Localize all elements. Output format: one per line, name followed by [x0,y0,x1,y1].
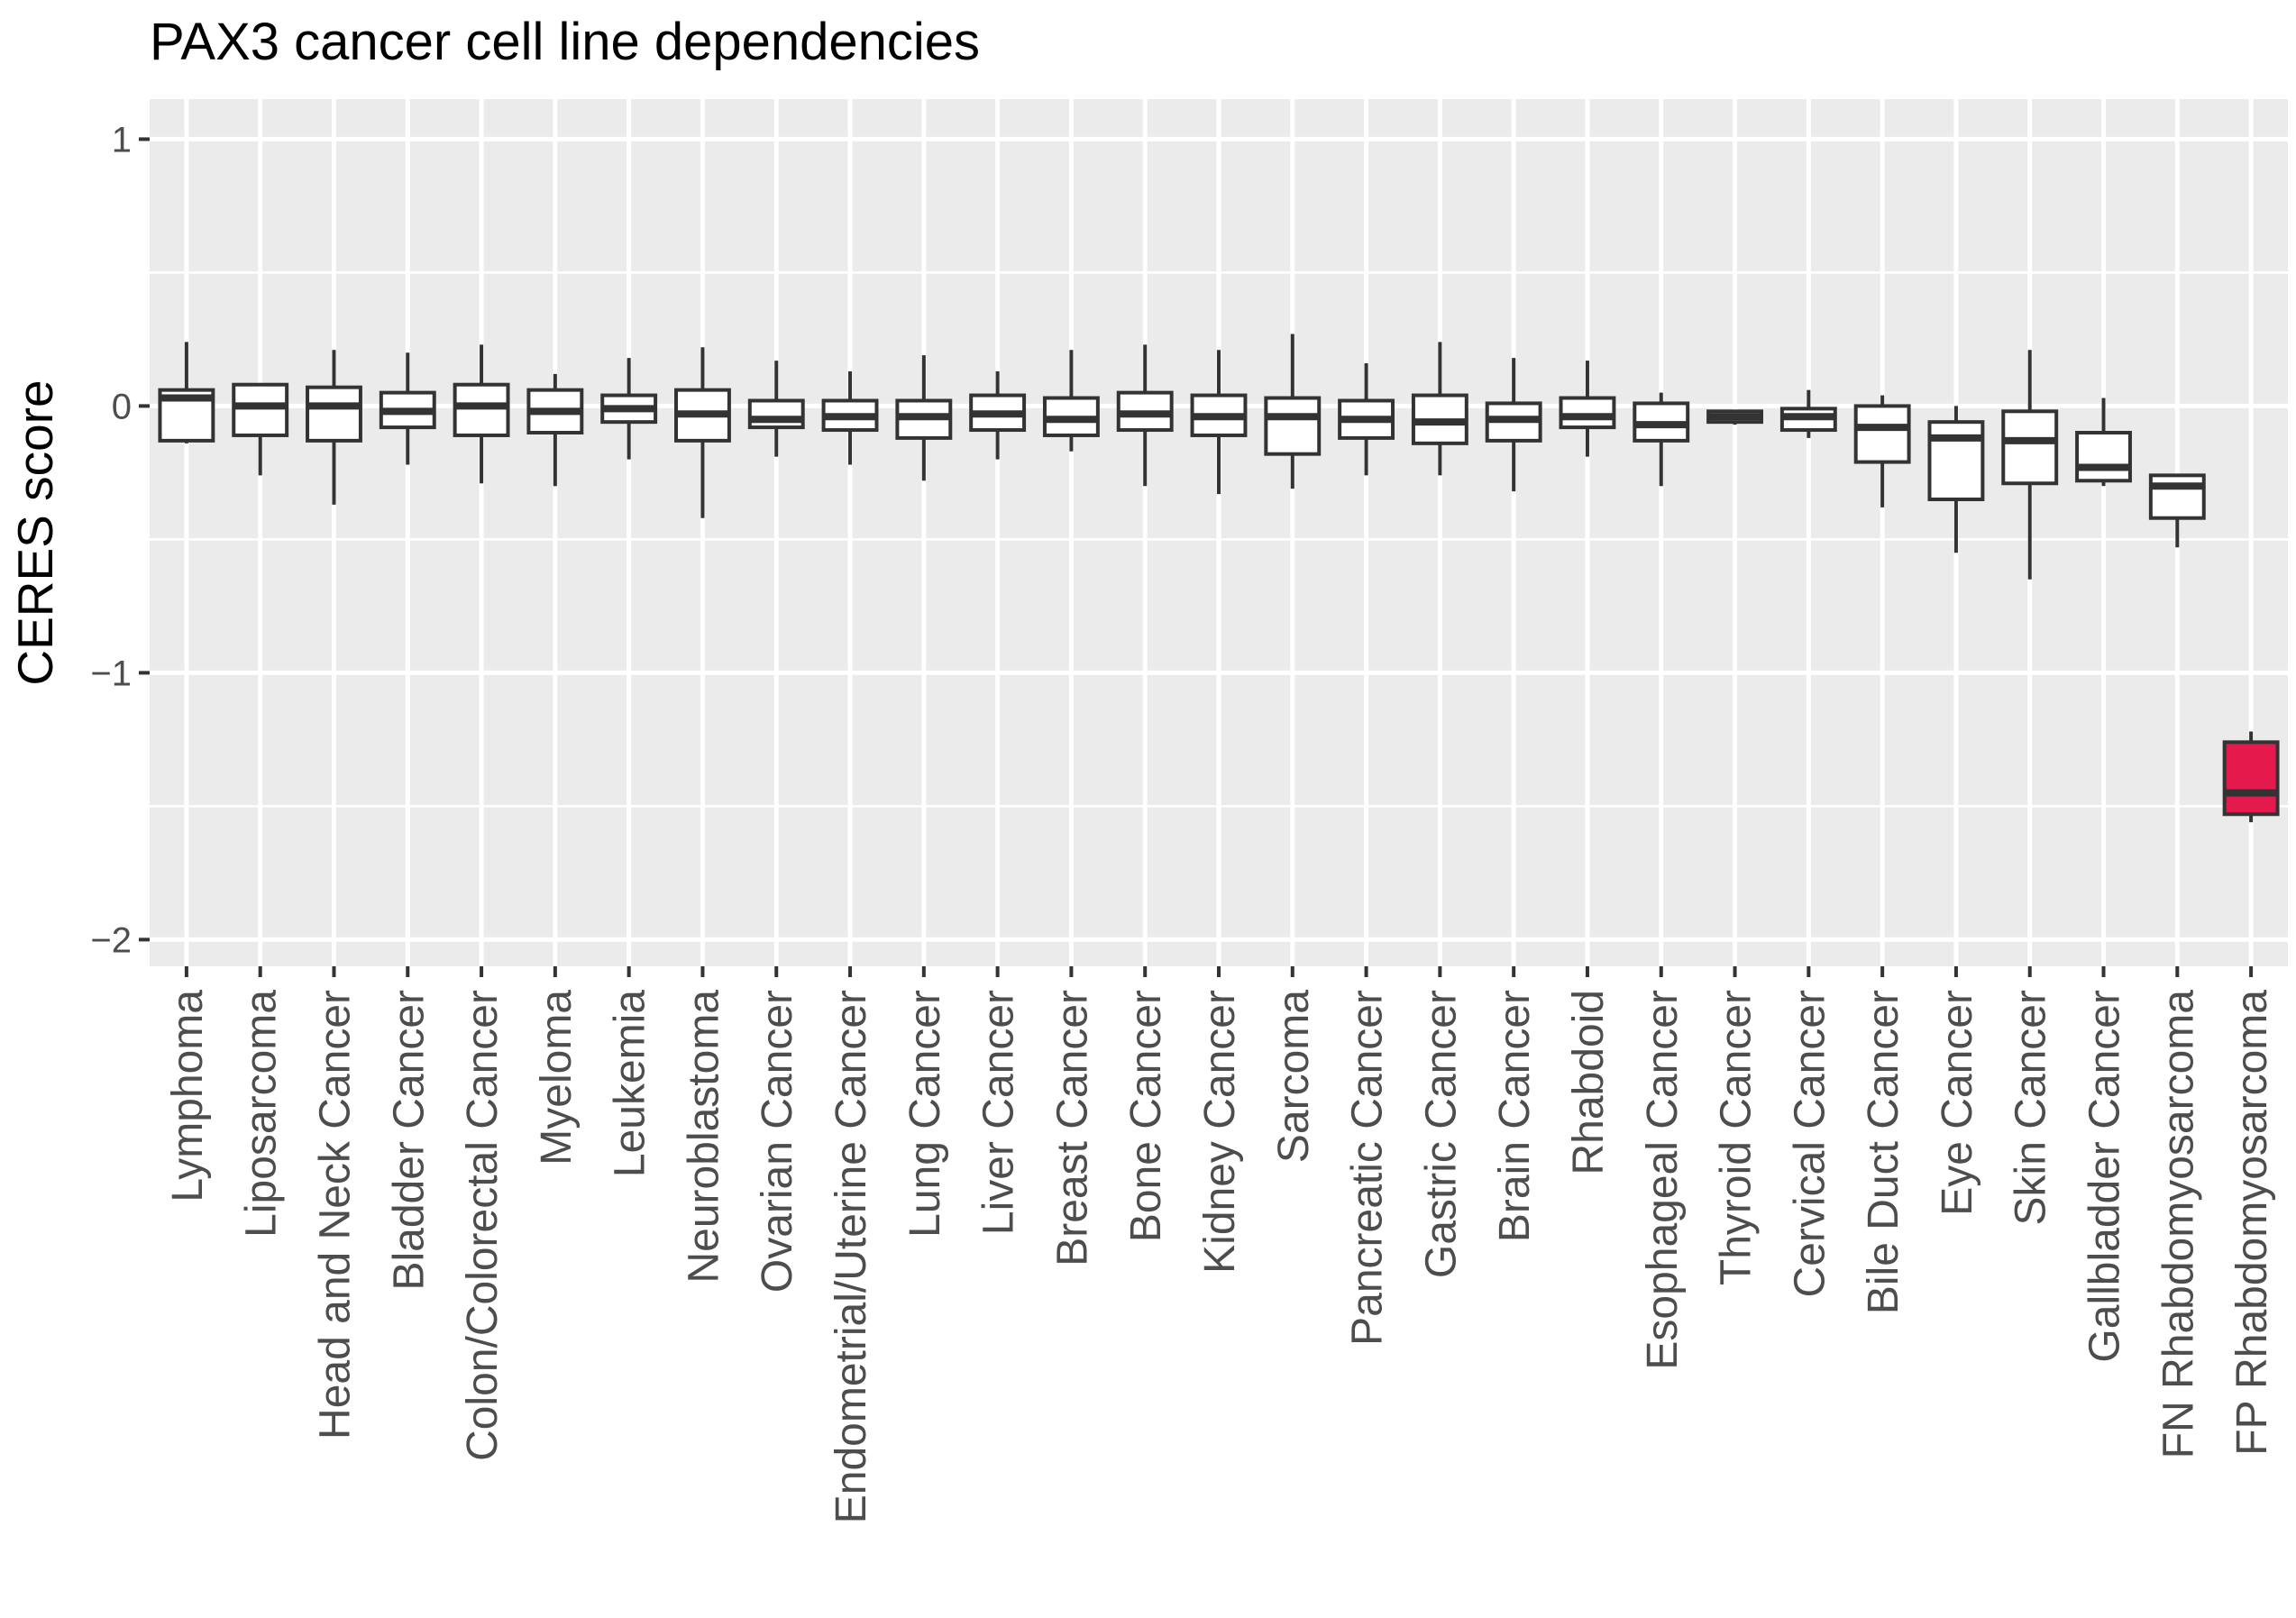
x-tick-label: Endometrial/Uterine Cancer [828,990,875,1523]
x-tick-label: FN Rhabdomyosarcoma [2154,990,2202,1459]
x-tick-label: Myeloma [533,990,581,1166]
box-iqr [1853,404,1911,464]
box-brain-cancer [1485,358,1542,492]
box-kidney-cancer [1190,350,1248,495]
x-tick-label: Esophageal Cancer [1639,990,1687,1370]
box-endometrial-uterine-cancer [821,370,879,465]
box-iqr [747,398,805,430]
box-iqr [2075,431,2132,483]
x-tick-label: Liposarcoma [238,990,286,1238]
x-tick-label: Skin Cancer [2008,990,2055,1225]
box-iqr [453,382,510,437]
x-tick-label: Lung Cancer [901,990,949,1238]
box-ovarian-cancer [747,361,805,457]
box-gallbladder-cancer [2075,398,2132,487]
y-tick-label: −1 [90,654,132,693]
x-tick-label: Liver Cancer [975,990,1023,1235]
box-skin-cancer [2001,350,2059,580]
box-leukemia [600,358,658,460]
x-tick-label: Bone Cancer [1122,990,1170,1242]
x-tick-label: Bile Duct Cancer [1860,990,1907,1314]
x-tick-label: FP Rhabdomyosarcoma [2228,990,2276,1456]
x-tick-label: Rhabdoid [1565,990,1613,1175]
box-iqr [2001,409,2059,486]
box-esophageal-cancer [1633,392,1690,487]
y-tick-label: −2 [90,920,132,960]
y-tick-label: 1 [112,120,132,160]
x-tick-label: Thyroid Cancer [1713,990,1761,1285]
box-iqr [306,385,362,443]
box-fp-rhabdomyosarcoma [2222,731,2280,823]
box-myeloma [526,373,584,487]
box-colon-colorectal-cancer [453,344,510,484]
boxes [158,334,2280,823]
box-iqr [2148,473,2206,520]
x-tick-label: Bladder Cancer [385,990,433,1291]
box-neuroblastoma [674,347,731,518]
x-tick-label: Eye Cancer [1934,990,1981,1216]
box-gastric-cancer [1411,342,1468,476]
box-iqr [2222,740,2280,817]
x-tick-label: Kidney Cancer [1196,990,1244,1274]
box-fn-rhabdomyosarcoma [2148,473,2206,548]
box-head-and-neck-cancer [306,350,362,505]
box-breast-cancer [1042,350,1100,452]
y-tick-label: 0 [112,387,132,426]
x-tick-label: Cervical Cancer [1786,990,1834,1297]
x-tick-label: Colon/Colorectal Cancer [459,990,507,1461]
box-cervical-cancer [1779,389,1837,438]
box-bile-duct-cancer [1853,395,1911,507]
box-eye-cancer [1927,406,1985,553]
box-liposarcoma [232,382,289,476]
x-tick-label: Gallbladder Cancer [2081,990,2129,1363]
x-tick-label: Brain Cancer [1491,990,1539,1242]
box-rhabdoid [1559,361,1616,457]
box-iqr [1927,420,1985,501]
x-tick-label: Sarcoma [1270,990,1318,1163]
box-lung-cancer [895,355,953,481]
x-tick-label: Pancreatic Cancer [1344,990,1392,1346]
y-axis: 1 0 −1 −2 [90,120,150,960]
box-iqr [232,382,289,437]
x-tick-label: Breast Cancer [1048,990,1096,1266]
box-bladder-cancer [379,352,436,465]
x-tick-label: Leukemia [607,990,654,1177]
box-pancreatic-cancer [1338,363,1395,476]
box-lymphoma [158,342,215,443]
y-axis-title: CERES score [7,379,63,685]
chart-title: PAX3 cancer cell line dependencies [150,13,980,71]
box-thyroid-cancer [1706,409,1763,425]
x-tick-label: Head and Neck Cancer [311,990,359,1440]
box-sarcoma [1264,334,1322,489]
x-axis: Lymphoma Liposarcoma Head and Neck Cancer B… [164,966,2276,1523]
x-tick-label: Gastric Cancer [1417,990,1465,1278]
box-iqr [1264,396,1322,456]
box-iqr [1559,396,1616,430]
box-bone-cancer [1116,344,1174,487]
x-tick-label: Neuroblastoma [680,990,727,1284]
box-liver-cancer [969,370,1027,460]
x-tick-label: Lymphoma [164,990,212,1202]
x-tick-label: Ovarian Cancer [754,990,801,1293]
